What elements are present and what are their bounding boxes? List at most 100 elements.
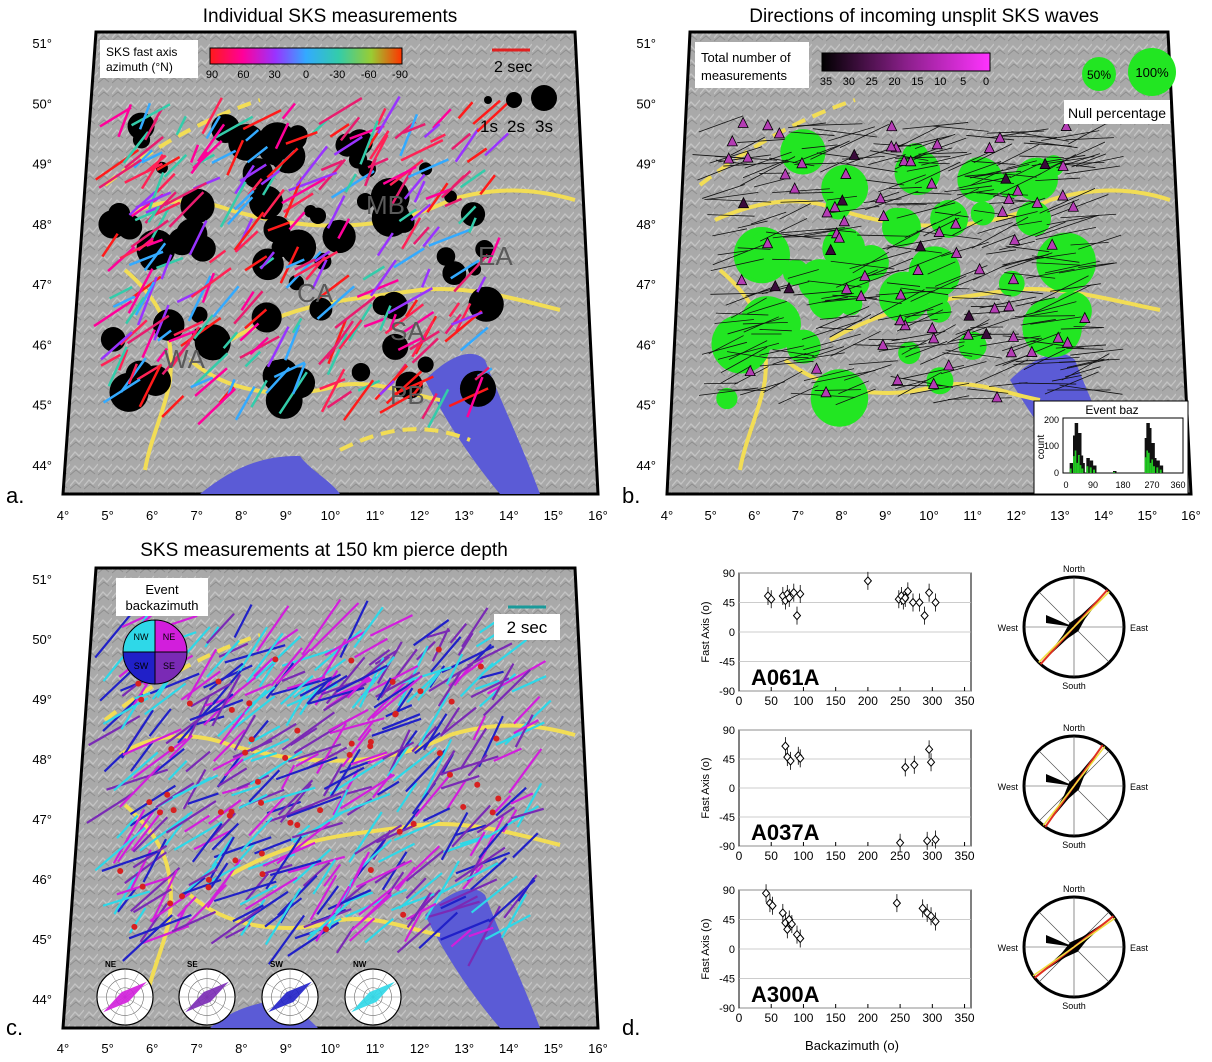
lon-label: 12°	[1006, 508, 1026, 523]
lon-label: 4°	[57, 1041, 69, 1056]
lon-label: 8°	[235, 1041, 247, 1056]
lon-label: 15°	[1137, 508, 1157, 523]
panel-b-inset-xtick-0: 0	[1063, 480, 1068, 490]
colorbar-tick: 30	[843, 76, 855, 88]
compass-north: North	[1063, 723, 1085, 733]
station-dot	[242, 750, 248, 756]
station-dot	[258, 800, 264, 806]
panel-a-legend-title-1: SKS fast axis	[106, 45, 177, 59]
lat-label: 47°	[32, 277, 52, 292]
lon-label: 7°	[191, 508, 203, 523]
colorbar-tick: 35	[820, 76, 832, 88]
lon-label: 6°	[146, 1041, 158, 1056]
ytick-label: 45	[723, 754, 735, 766]
region-label-ea: EA	[478, 241, 513, 271]
lat-label: 44°	[636, 458, 656, 473]
station-dot	[349, 741, 355, 747]
station-dot	[206, 884, 212, 890]
lat-label: 51°	[32, 572, 52, 587]
lon-label: 13°	[1050, 508, 1070, 523]
lat-label: 46°	[32, 872, 52, 887]
colorbar-tick: 30	[269, 69, 281, 81]
station-dot	[228, 809, 234, 815]
station-dot	[206, 877, 212, 883]
lon-label: 16°	[1181, 508, 1201, 523]
lat-label: 49°	[636, 157, 656, 172]
xtick-label: 200	[858, 1011, 878, 1025]
null-disc	[927, 298, 951, 322]
panel-c-legend-title-1: Event	[145, 582, 179, 597]
panel-c-letter: c.	[6, 1015, 23, 1040]
colorbar-tick: 25	[866, 76, 878, 88]
station-dot	[474, 782, 480, 788]
xtick-label: 350	[955, 1011, 975, 1025]
panel-c-legend-title-2: backazimuth	[126, 598, 199, 613]
region-label-wa: WA	[164, 344, 206, 374]
lat-label: 48°	[636, 217, 656, 232]
region-label-mb: MB	[366, 190, 405, 220]
station-dot	[287, 820, 293, 826]
panel-a-size-label-3: 3s	[535, 117, 553, 136]
station-dot	[135, 681, 141, 687]
hist-bar-null	[1086, 466, 1088, 473]
xtick-label: 350	[955, 694, 975, 708]
station-disc	[304, 205, 317, 218]
station-dot	[218, 809, 224, 815]
lon-label: 12°	[410, 1041, 430, 1056]
rose-label: NE	[105, 960, 117, 969]
ytick-label: 45	[723, 598, 735, 610]
colorbar-tick: 5	[960, 76, 966, 88]
station-name: A037A	[751, 820, 820, 845]
xtick-label: 100	[793, 694, 813, 708]
ylabel: Fast Axis (o)	[700, 757, 712, 818]
station-dot	[490, 809, 496, 815]
ytick-label: -45	[719, 657, 735, 669]
null-disc	[783, 260, 809, 286]
lat-label: 50°	[32, 632, 52, 647]
panel-b-inset-ytick-200: 200	[1044, 415, 1059, 425]
station-dot	[168, 746, 174, 752]
station-dot	[449, 699, 455, 705]
lon-label: 14°	[499, 508, 519, 523]
ytick-label: 90	[723, 725, 735, 737]
xtick-label: 200	[858, 849, 878, 863]
lon-label: 12°	[410, 508, 430, 523]
xtick-label: 100	[793, 1011, 813, 1025]
xtick-label: 100	[793, 849, 813, 863]
rose-label: SE	[187, 960, 198, 969]
station-dot	[179, 893, 185, 899]
hist-bar-null	[1156, 467, 1158, 473]
colorbar-tick: -60	[361, 69, 377, 81]
ytick-label: -90	[719, 1003, 735, 1015]
panel-c: SKS measurements at 150 km pierce depth …	[6, 540, 598, 1040]
lat-label: 44°	[32, 992, 52, 1007]
lon-label: 7°	[792, 508, 804, 523]
quadrant-label-nw: NW	[134, 632, 149, 642]
lat-label: 47°	[32, 812, 52, 827]
lon-label: 13°	[454, 508, 474, 523]
panel-d-xlabel: Backazimuth (o)	[805, 1038, 899, 1053]
lon-label: 5°	[101, 508, 113, 523]
lat-label: 48°	[32, 752, 52, 767]
lat-label: 44°	[32, 458, 52, 473]
lon-label: 11°	[366, 1041, 385, 1056]
xtick-label: 300	[922, 694, 942, 708]
quadrant-label-sw: SW	[134, 661, 149, 671]
station-dot	[138, 697, 144, 703]
xtick-label: 350	[955, 849, 975, 863]
station-dot	[493, 736, 499, 742]
panel-a-letter: a.	[6, 483, 24, 508]
station-dot	[417, 688, 423, 694]
station-dot	[460, 804, 466, 810]
lat-label: 47°	[636, 277, 656, 292]
panel-b: Directions of incoming unsplit SKS waves…	[622, 6, 1191, 508]
xtick-label: 250	[890, 694, 910, 708]
panel-c-quadrant-legend: NW NE SW SE	[123, 620, 187, 684]
colorbar-tick: 60	[237, 69, 249, 81]
compass-west: West	[998, 943, 1019, 953]
hist-bar-null	[1160, 470, 1162, 473]
panel-b-inset-xtick-180: 180	[1115, 480, 1130, 490]
hist-bar-null	[1081, 469, 1083, 474]
